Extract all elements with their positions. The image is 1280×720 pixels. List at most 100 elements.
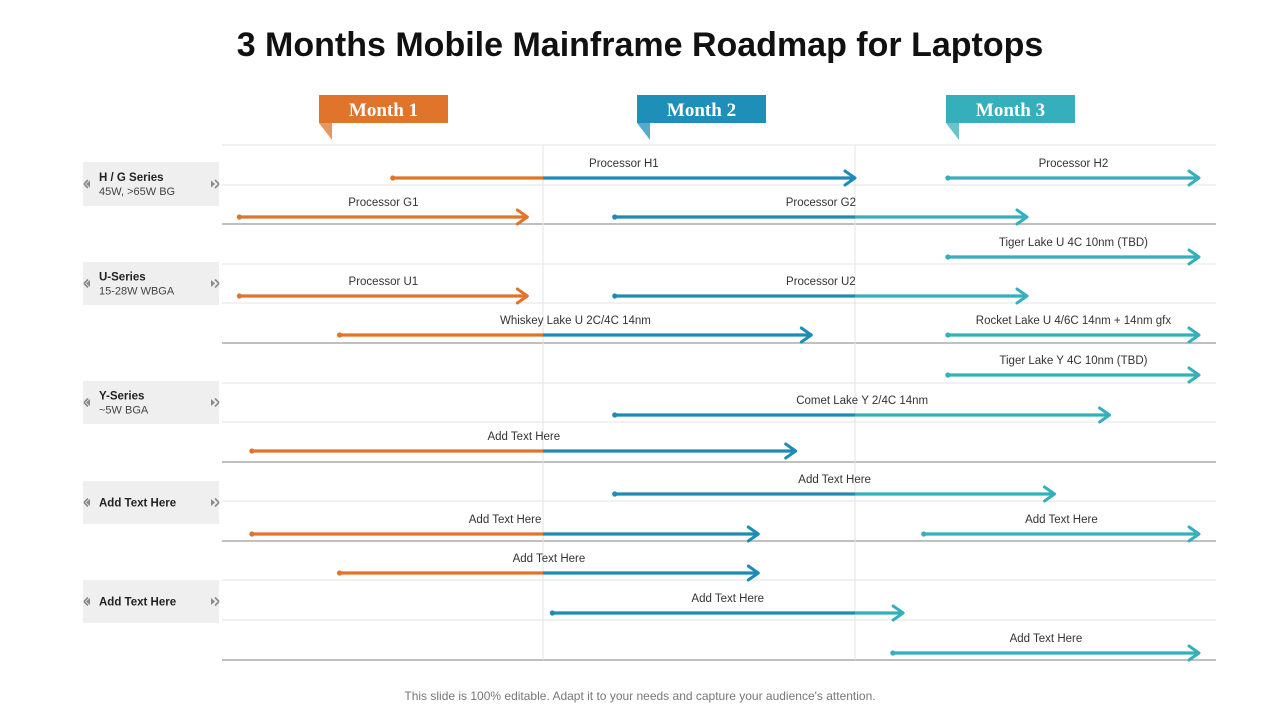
timeline-bar-start [236, 214, 242, 220]
timeline-bar-start [890, 650, 896, 656]
arrowhead-icon [1098, 406, 1112, 424]
month-header-shadow [332, 123, 335, 140]
timeline-bar-start [945, 254, 951, 260]
arrowhead-icon [1187, 525, 1201, 543]
timeline-bar-label: Add Text Here [798, 474, 871, 486]
arrowhead-icon [1187, 644, 1201, 662]
timeline-bar-start [549, 610, 555, 616]
arrowhead-icon [515, 208, 529, 226]
timeline-bar-start [612, 293, 618, 299]
month-header-label: Month 2 [667, 100, 736, 121]
arrowhead-icon [799, 326, 813, 344]
chevron-left-stroke [83, 397, 89, 408]
month-header-fold [637, 123, 650, 140]
chevron-left-icon [86, 499, 90, 506]
arrowhead-icon [1187, 326, 1201, 344]
group-label-box [83, 162, 219, 206]
arrowhead-icon [746, 525, 760, 543]
arrowhead-icon [1187, 366, 1201, 384]
chevron-right-icon [211, 499, 215, 506]
chevron-right-stroke [214, 179, 220, 189]
timeline-bar-label: Tiger Lake U 4C 10nm (TBD) [999, 237, 1148, 249]
month-header-flag [319, 95, 448, 123]
month-header-label: Month 3 [976, 100, 1045, 121]
group-subtitle: ~5W BGA [99, 405, 149, 417]
arrowhead-icon [1015, 287, 1029, 305]
arrowhead-icon [1043, 485, 1057, 503]
timeline-bar-label: Processor H2 [1039, 158, 1109, 170]
timeline-bar-label: Processor U2 [786, 276, 856, 288]
timeline-bar-label: Processor G2 [786, 197, 856, 209]
chevron-left-icon [86, 180, 90, 188]
timeline-bar-start [612, 491, 618, 497]
group-title: Y-Series [99, 391, 144, 403]
month-header-flag [637, 95, 766, 123]
page-title: 3 Months Mobile Mainframe Roadmap for La… [236, 26, 1044, 64]
timeline-bar-start [249, 531, 255, 537]
month-header-label: Month 1 [349, 100, 418, 121]
timeline-bar-start [612, 214, 618, 220]
timeline-bar-start [236, 293, 242, 299]
chevron-right-icon [211, 399, 215, 406]
chevron-right-icon [211, 280, 215, 287]
timeline-bar-label: Add Text Here [487, 431, 560, 443]
timeline-bar-label: Whiskey Lake U 2C/4C 14nm [500, 315, 651, 327]
timeline-bar-label: Processor U1 [349, 276, 419, 288]
group-title: U-Series [99, 272, 146, 284]
timeline-bar-start [945, 372, 951, 378]
timeline-bar-label: Rocket Lake U 4/6C 14nm + 14nm gfx [976, 315, 1172, 327]
month-header-shadow [650, 123, 653, 140]
chevron-right-stroke [214, 397, 220, 408]
timeline-bar-start [612, 412, 618, 418]
timeline-bar-label: Processor H1 [589, 158, 659, 170]
timeline-bar-label: Add Text Here [513, 553, 586, 565]
group-title: Add Text Here [99, 498, 176, 510]
timeline-bar-label: Add Text Here [1025, 514, 1098, 526]
timeline-bar-label: Add Text Here [691, 593, 764, 605]
month-header-shadow [959, 123, 962, 140]
month-header-fold [946, 123, 959, 140]
timeline-bar-label: Add Text Here [1010, 633, 1083, 645]
group-title: Add Text Here [99, 597, 176, 609]
chevron-left-icon [86, 598, 90, 605]
group-title: H / G Series [99, 172, 164, 184]
arrowhead-icon [515, 287, 529, 305]
group-subtitle: 15-28W WBGA [99, 286, 175, 298]
timeline-bar-start [336, 332, 343, 338]
group-subtitle: 45W, >65W BG [99, 186, 175, 198]
timeline-bar-label: Comet Lake Y 2/4C 14nm [796, 395, 928, 407]
timeline-bar-start [249, 448, 255, 454]
month-header-fold [319, 123, 332, 140]
chevron-left-stroke [83, 278, 89, 289]
group-label-box [83, 262, 219, 305]
timeline-bar-label: Add Text Here [469, 514, 542, 526]
timeline-bar-start [390, 175, 396, 181]
timeline-bar-start [945, 332, 951, 338]
chevron-left-stroke [83, 497, 89, 508]
chevron-left-stroke [83, 596, 89, 607]
group-label-box [83, 481, 219, 524]
timeline-bar-label: Processor G1 [348, 197, 418, 209]
group-label-box [83, 580, 219, 623]
group-label-box [83, 381, 219, 424]
timeline-bar-start [921, 531, 927, 537]
chevron-left-icon [86, 399, 90, 406]
footer-note: This slide is 100% editable. Adapt it to… [404, 689, 876, 703]
chevron-right-icon [211, 180, 215, 188]
timeline-bar-start [945, 175, 951, 181]
month-header-flag [946, 95, 1075, 123]
chevron-left-stroke [83, 179, 89, 189]
chevron-right-stroke [214, 596, 220, 607]
arrowhead-icon [746, 564, 760, 582]
timeline-bar-label: Tiger Lake Y 4C 10nm (TBD) [999, 355, 1147, 367]
arrowhead-icon [1187, 169, 1201, 187]
arrowhead-icon [784, 442, 798, 460]
timeline-bar-start [336, 570, 343, 576]
chevron-left-icon [86, 280, 90, 287]
chevron-right-stroke [214, 497, 220, 508]
arrowhead-icon [1015, 208, 1029, 226]
chevron-right-icon [211, 598, 215, 605]
chevron-right-stroke [214, 278, 220, 289]
arrowhead-icon [891, 604, 905, 622]
